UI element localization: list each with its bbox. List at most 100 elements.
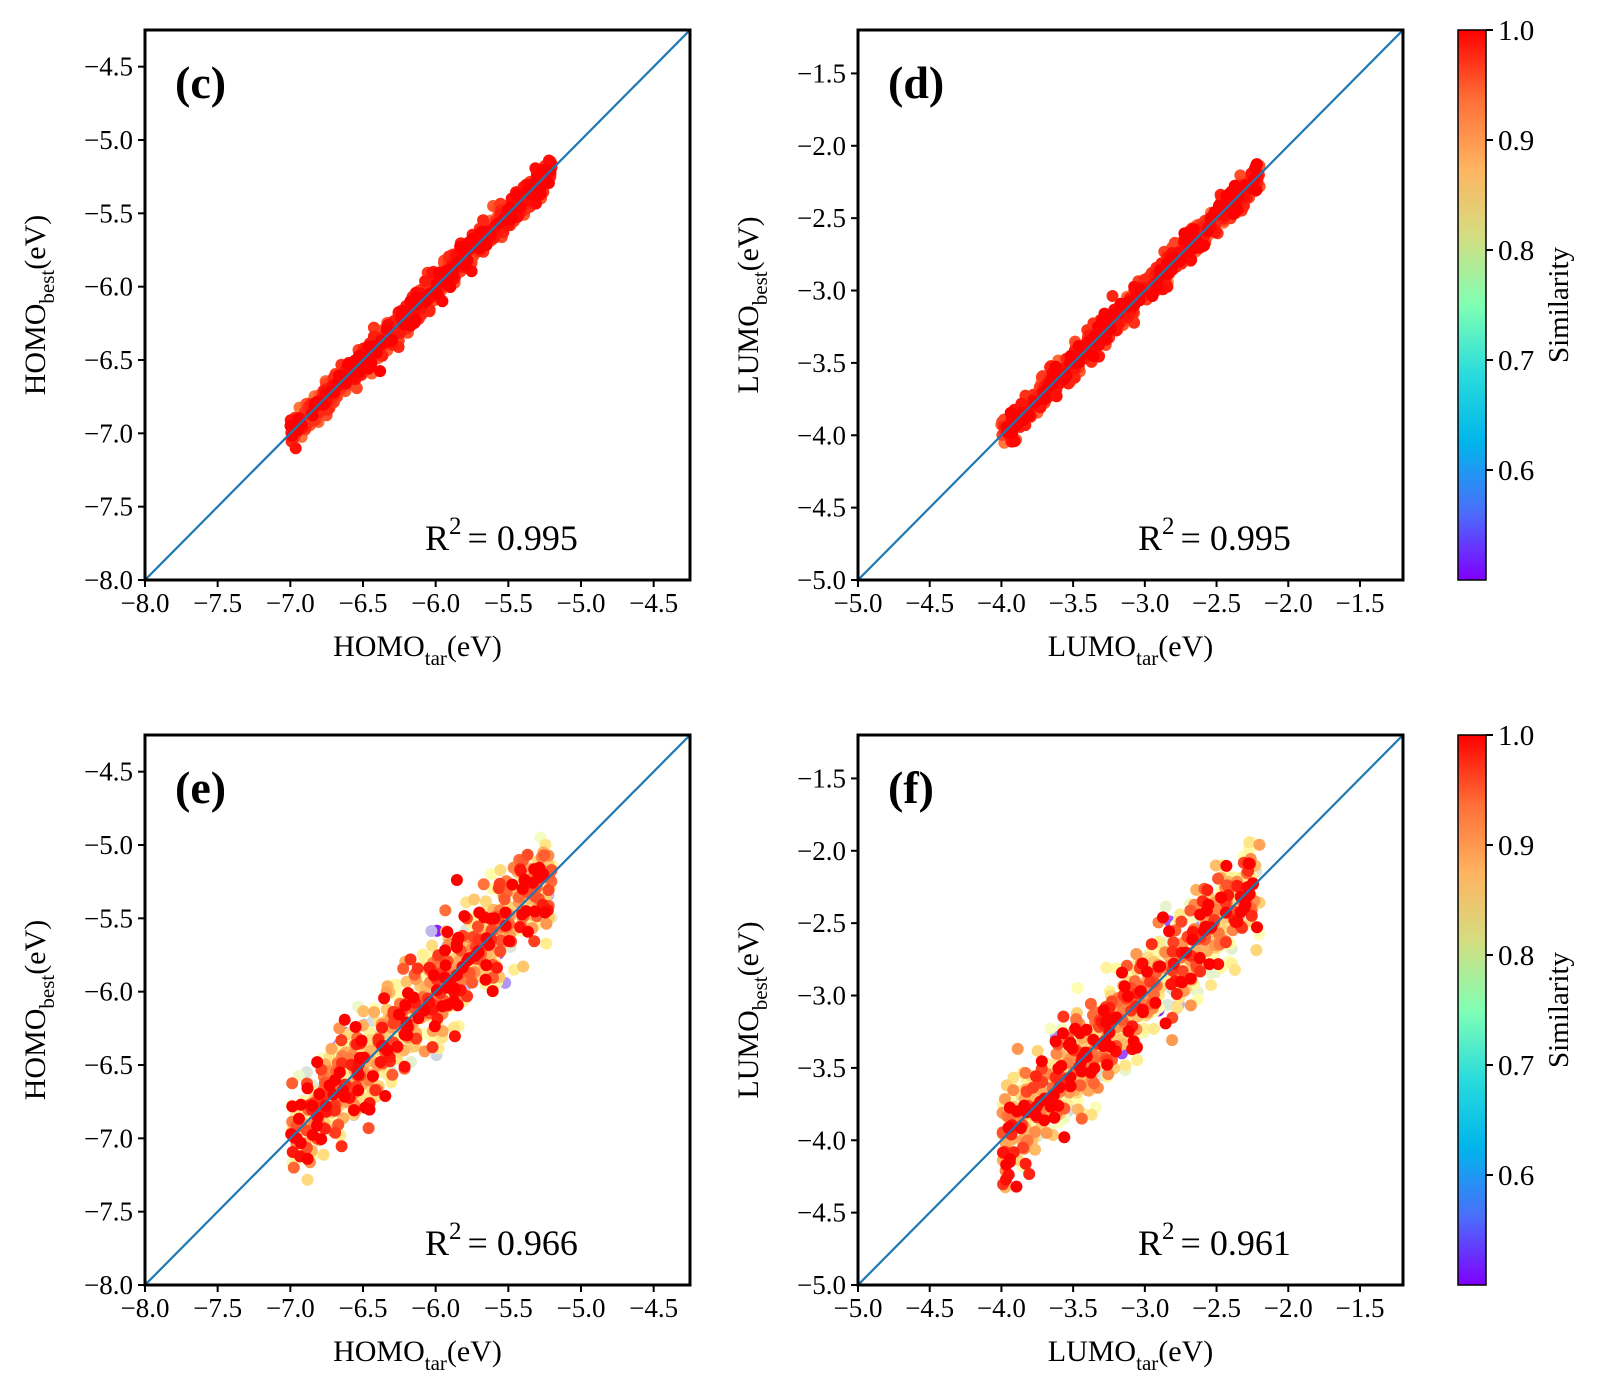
scatter-point — [286, 1077, 299, 1090]
scatter-point — [458, 910, 471, 923]
x-tick-label: −6.5 — [339, 1293, 388, 1323]
scatter-point — [376, 1021, 389, 1034]
scatter-point — [1019, 1066, 1032, 1079]
scatter-point — [1227, 207, 1240, 220]
scatter-point — [430, 278, 443, 290]
scatter-point — [1166, 945, 1179, 958]
scatter-point — [1080, 346, 1093, 359]
scatter-point — [1050, 1047, 1063, 1060]
scatter-point — [293, 1112, 305, 1125]
y-axis-title: HOMObest(eV) — [19, 920, 59, 1100]
panel-e: −8.0−8.0 −7.5 −7.5 −7.0 −7.0 −6.5 −6.5 −6.0 −6.0… — [19, 733, 692, 1375]
scatter-point — [433, 266, 446, 279]
x-tick-label: −2.5 — [1192, 1293, 1241, 1323]
colorbar-tick-label: 0.9 — [1498, 830, 1534, 862]
scatter-point — [477, 214, 490, 227]
x-tick-label: −1.5 — [1335, 1293, 1384, 1323]
scatter-point — [1127, 1035, 1140, 1048]
scatter-point — [1147, 1022, 1160, 1035]
scatter-point — [451, 999, 464, 1012]
scatter-point — [294, 1098, 307, 1111]
scatter-point — [1029, 1126, 1041, 1138]
scatter-point — [498, 893, 511, 906]
x-tick-label: −6.5 — [339, 588, 388, 618]
scatter-point — [313, 1088, 326, 1100]
scatter-point — [1144, 975, 1157, 988]
scatter-point — [387, 1017, 400, 1030]
scatter-point — [516, 882, 529, 895]
scatter-point — [1251, 921, 1263, 934]
scatter-point — [1085, 336, 1098, 349]
scatter-point — [540, 937, 553, 950]
scatter-point — [1141, 965, 1153, 978]
scatter-points — [285, 831, 558, 1186]
colorbar-tick-label: 0.8 — [1498, 940, 1534, 972]
diagonal-line — [858, 735, 1403, 1285]
scatter-point — [333, 1022, 346, 1035]
y-tick-label: −6.0 — [84, 272, 133, 302]
scatter-point — [331, 376, 344, 389]
scatter-point — [1055, 1059, 1068, 1072]
scatter-point — [301, 1152, 314, 1165]
plot-frame — [856, 733, 1405, 1287]
x-tick-label: −8.0 — [121, 588, 170, 618]
colorbar-bottom: 0.6 0.7 0.8 0.9 1.0 Similarity — [1457, 720, 1575, 1286]
colorbar-tick-label: 1.0 — [1498, 15, 1534, 47]
y-tick-label: −5.0 — [84, 125, 133, 155]
colorbar-tick-label: 1.0 — [1498, 720, 1534, 752]
scatter-point — [286, 429, 299, 442]
x-tick-label: −6.0 — [411, 1293, 460, 1323]
scatter-point — [374, 365, 387, 378]
scatter-point — [1170, 988, 1183, 1000]
colorbar-tick-label: 0.7 — [1498, 1050, 1534, 1082]
y-tick-label: −4.0 — [797, 1125, 846, 1155]
scatter-point — [1063, 356, 1076, 369]
r-squared-annotation: R2 = 0.961 — [1138, 1218, 1291, 1263]
y-tick-label: −3.0 — [797, 981, 846, 1011]
scatter-point — [1184, 999, 1197, 1012]
scatter-point — [1007, 1071, 1020, 1084]
y-axis-title: LUMObest(eV) — [732, 216, 772, 393]
scatter-point — [477, 878, 490, 891]
scatter-point — [327, 386, 340, 399]
diagonal-line — [858, 30, 1403, 580]
scatter-point — [311, 1056, 324, 1069]
scatter-point — [1100, 961, 1113, 974]
scatter-point — [399, 999, 412, 1012]
panel-c: −8.0−8.0 −7.5 −7.5 −7.0 −7.0 −6.5 −6.5 −6.0 −6.0… — [19, 28, 692, 670]
scatter-point — [428, 1020, 441, 1033]
scatter-point — [1166, 1034, 1179, 1047]
scatter-point — [349, 1021, 362, 1033]
scatter-point — [323, 1079, 336, 1092]
scatter-point — [369, 1084, 382, 1097]
scatter-point — [510, 189, 523, 201]
scatter-point — [1149, 996, 1162, 1009]
y-tick-label: −3.5 — [797, 348, 846, 378]
scatter-point — [492, 882, 505, 895]
scatter-point — [448, 1030, 461, 1043]
scatter-point — [480, 959, 493, 972]
scatter-point — [1049, 360, 1062, 373]
panel-f: −5.0−5.0 −4.5 −4.5 −4.0 −4.0 −3.5 −3.5 −3.0 −3.0… — [732, 733, 1405, 1375]
r-squared-annotation: R2 = 0.966 — [425, 1218, 578, 1263]
scatter-point — [400, 975, 413, 988]
scatter-point — [1056, 1027, 1069, 1040]
y-tick-label: −8.0 — [84, 1270, 133, 1300]
colorbar-tick-label: 0.9 — [1498, 125, 1534, 157]
scatter-point — [1212, 872, 1225, 885]
scatter-point — [529, 905, 541, 918]
scatter-point — [1178, 227, 1191, 240]
scatter-point — [1159, 1017, 1172, 1030]
scatter-point — [386, 334, 399, 347]
scatter-point — [1064, 1080, 1077, 1093]
x-tick-label: −6.0 — [411, 588, 460, 618]
scatter-point — [1175, 975, 1187, 988]
scatter-point — [1205, 967, 1218, 980]
scatter-point — [1023, 1168, 1036, 1180]
x-tick-label: −3.0 — [1120, 1293, 1169, 1323]
scatter-point — [1071, 982, 1084, 994]
scatter-point — [317, 1148, 330, 1161]
y-tick-label: −2.0 — [797, 836, 846, 866]
y-tick-label: −1.5 — [797, 58, 846, 88]
scatter-point — [367, 321, 380, 334]
